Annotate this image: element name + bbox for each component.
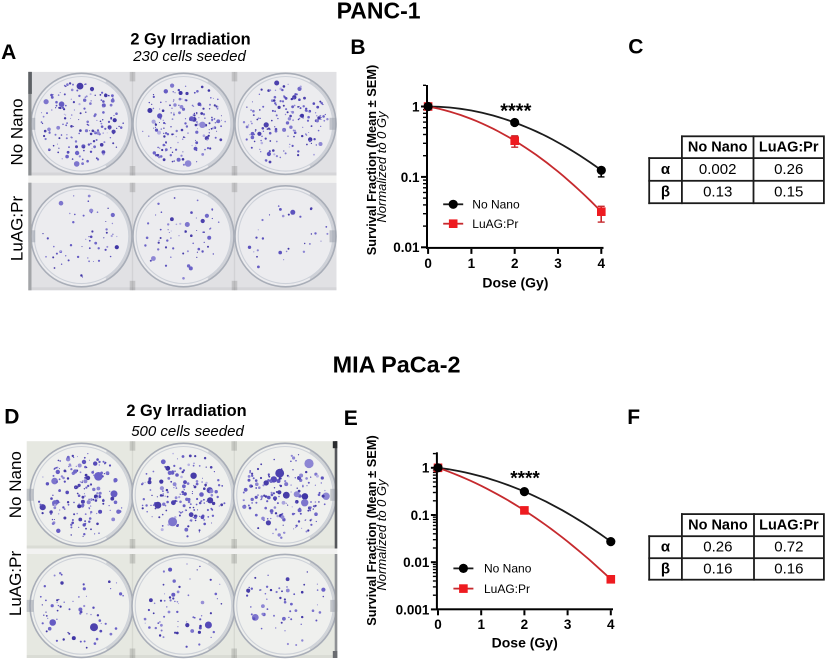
svg-text:α: α [661, 161, 671, 178]
svg-text:No Nano: No Nano [688, 140, 748, 156]
svg-text:0: 0 [434, 617, 442, 632]
svg-text:0.1: 0.1 [401, 170, 420, 185]
svg-text:2: 2 [511, 256, 519, 271]
svg-text:0.26: 0.26 [774, 161, 803, 178]
svg-text:β: β [661, 184, 670, 201]
svg-text:0: 0 [424, 256, 432, 271]
svg-text:1: 1 [468, 256, 476, 271]
svg-text:No Nano: No Nano [484, 562, 532, 576]
svg-text:500 cells seeded: 500 cells seeded [131, 423, 244, 440]
svg-text:0.72: 0.72 [774, 539, 803, 556]
svg-text:MIA PaCa-2: MIA PaCa-2 [333, 351, 461, 377]
svg-text:1: 1 [412, 99, 420, 114]
svg-text:4: 4 [598, 256, 606, 271]
svg-text:0.01: 0.01 [403, 555, 430, 570]
svg-text:Survival Fraction (Mean ± SEM): Survival Fraction (Mean ± SEM) [364, 435, 379, 626]
svg-text:LuAG:Pr: LuAG:Pr [472, 217, 518, 231]
svg-text:B: B [350, 36, 365, 59]
svg-text:No Nano: No Nano [688, 518, 748, 534]
svg-text:A: A [1, 41, 16, 64]
svg-text:3: 3 [564, 617, 572, 632]
svg-text:0.16: 0.16 [703, 560, 732, 577]
svg-text:No Nano: No Nano [472, 198, 520, 212]
svg-text:LuAG:Pr: LuAG:Pr [759, 140, 819, 156]
svg-text:2 Gy Irradiation: 2 Gy Irradiation [130, 31, 250, 49]
svg-text:F: F [627, 406, 640, 429]
svg-text:0.1: 0.1 [411, 508, 430, 523]
svg-text:2 Gy Irradiation: 2 Gy Irradiation [126, 402, 246, 420]
svg-text:0.26: 0.26 [703, 539, 732, 556]
svg-text:No Nano: No Nano [8, 98, 27, 165]
svg-text:3: 3 [554, 256, 562, 271]
svg-text:LuAG:Pr: LuAG:Pr [484, 582, 530, 596]
svg-text:No Nano: No Nano [6, 451, 25, 518]
svg-text:0.002: 0.002 [699, 161, 737, 178]
svg-text:0.15: 0.15 [774, 184, 803, 201]
svg-text:Survival Fraction (Mean ± SEM): Survival Fraction (Mean ± SEM) [364, 65, 379, 256]
svg-text:LuAG:Pr: LuAG:Pr [8, 196, 27, 262]
svg-text:α: α [661, 539, 671, 556]
svg-text:0.13: 0.13 [703, 184, 732, 201]
svg-text:PANC-1: PANC-1 [337, 0, 421, 23]
svg-text:230 cells seeded: 230 cells seeded [132, 48, 246, 65]
svg-text:0.001: 0.001 [396, 602, 430, 617]
svg-text:Dose (Gy): Dose (Gy) [482, 275, 548, 291]
svg-text:LuAG:Pr: LuAG:Pr [6, 551, 25, 617]
svg-text:2: 2 [521, 617, 529, 632]
svg-text:β: β [661, 560, 670, 577]
svg-text:4: 4 [607, 617, 615, 632]
svg-text:Dose (Gy): Dose (Gy) [492, 635, 558, 651]
svg-text:D: D [4, 405, 19, 428]
svg-text:****: **** [500, 100, 531, 122]
svg-text:0.16: 0.16 [774, 560, 803, 577]
svg-text:LuAG:Pr: LuAG:Pr [759, 518, 819, 534]
svg-text:Normalized to 0 Gy: Normalized to 0 Gy [374, 110, 389, 223]
svg-text:****: **** [510, 469, 540, 490]
svg-text:0.01: 0.01 [393, 240, 420, 255]
svg-text:Normalized to 0 Gy: Normalized to 0 Gy [374, 478, 389, 591]
svg-text:1: 1 [422, 461, 430, 476]
svg-text:E: E [344, 407, 358, 430]
svg-text:C: C [628, 36, 643, 59]
svg-text:1: 1 [477, 617, 485, 632]
